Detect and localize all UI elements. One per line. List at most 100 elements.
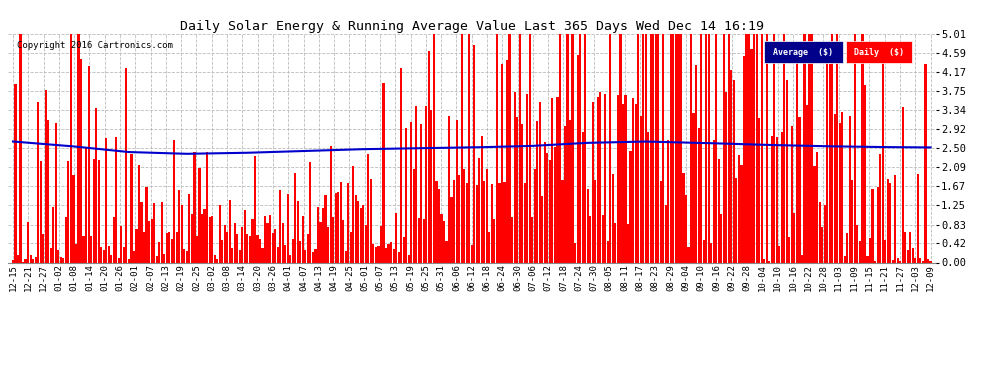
Bar — [680, 34, 682, 262]
Bar — [345, 251, 346, 262]
Bar — [809, 34, 811, 262]
Bar — [150, 219, 152, 262]
Bar — [632, 98, 635, 262]
Bar — [85, 147, 87, 262]
Bar — [925, 64, 927, 262]
Bar — [884, 240, 886, 262]
Bar — [519, 34, 521, 262]
Bar — [209, 217, 211, 262]
Text: Average  ($): Average ($) — [773, 48, 834, 57]
Bar — [894, 176, 896, 262]
Bar — [473, 45, 475, 262]
Bar — [15, 84, 17, 262]
Bar — [481, 136, 483, 262]
Bar — [251, 219, 253, 262]
Bar — [337, 192, 340, 262]
Bar — [400, 68, 402, 262]
Bar — [450, 197, 452, 262]
Bar — [115, 137, 118, 262]
Bar — [695, 64, 697, 262]
Bar — [343, 220, 345, 262]
Bar — [261, 248, 263, 262]
Bar — [128, 260, 130, 262]
Bar — [214, 255, 216, 262]
Bar — [859, 242, 861, 262]
Bar — [869, 238, 871, 262]
Bar — [720, 214, 723, 262]
Bar — [521, 124, 524, 262]
Bar — [488, 232, 490, 262]
Bar — [705, 34, 707, 262]
Bar — [335, 193, 337, 262]
Bar — [881, 47, 884, 262]
Bar — [64, 217, 67, 262]
Bar — [50, 248, 51, 262]
Bar — [349, 232, 351, 262]
Bar — [20, 34, 22, 262]
Bar — [773, 34, 775, 262]
Bar — [470, 245, 473, 262]
Bar — [806, 105, 808, 262]
Bar — [191, 214, 193, 262]
Bar — [347, 183, 349, 262]
Bar — [312, 252, 314, 262]
Bar — [367, 154, 369, 262]
Bar — [271, 232, 273, 262]
Bar — [776, 136, 778, 262]
Bar — [698, 128, 700, 262]
Bar — [294, 173, 296, 262]
Bar — [804, 34, 806, 262]
Bar — [176, 232, 178, 262]
Bar — [853, 34, 856, 262]
Bar — [736, 178, 738, 262]
Bar — [287, 194, 289, 262]
Bar — [317, 207, 319, 262]
Bar — [892, 260, 894, 262]
Bar — [710, 243, 712, 262]
Bar — [62, 258, 64, 262]
Bar — [206, 152, 208, 262]
Bar — [514, 92, 516, 262]
Bar — [133, 251, 135, 262]
Bar — [87, 66, 90, 262]
Bar — [410, 122, 412, 262]
Bar — [843, 256, 845, 262]
Bar — [178, 190, 180, 262]
Bar — [299, 241, 301, 262]
Bar — [460, 34, 462, 262]
Bar — [292, 239, 294, 262]
Bar — [915, 258, 917, 262]
Bar — [509, 34, 511, 262]
Bar — [765, 34, 767, 262]
Bar — [837, 34, 839, 262]
FancyBboxPatch shape — [845, 40, 913, 63]
Bar — [677, 34, 679, 262]
Bar — [917, 174, 919, 262]
Bar — [604, 94, 607, 262]
Bar — [770, 136, 773, 262]
Bar — [458, 175, 460, 262]
Bar — [105, 138, 107, 262]
Bar — [332, 217, 335, 262]
Bar — [483, 181, 485, 262]
Bar — [45, 90, 47, 262]
Bar — [876, 188, 879, 262]
Bar — [465, 183, 467, 262]
Bar — [165, 233, 167, 262]
Bar — [643, 34, 644, 262]
Bar — [408, 255, 410, 262]
Bar — [229, 200, 231, 262]
Bar — [537, 121, 539, 262]
Bar — [237, 234, 239, 262]
Bar — [244, 210, 246, 262]
Bar — [556, 97, 558, 262]
Bar — [455, 120, 457, 262]
Bar — [930, 261, 932, 262]
Bar — [726, 92, 728, 262]
Bar — [662, 34, 664, 262]
Bar — [546, 153, 548, 262]
Bar — [239, 250, 241, 262]
Bar — [204, 209, 206, 262]
Bar — [856, 225, 858, 262]
Bar — [887, 179, 889, 262]
